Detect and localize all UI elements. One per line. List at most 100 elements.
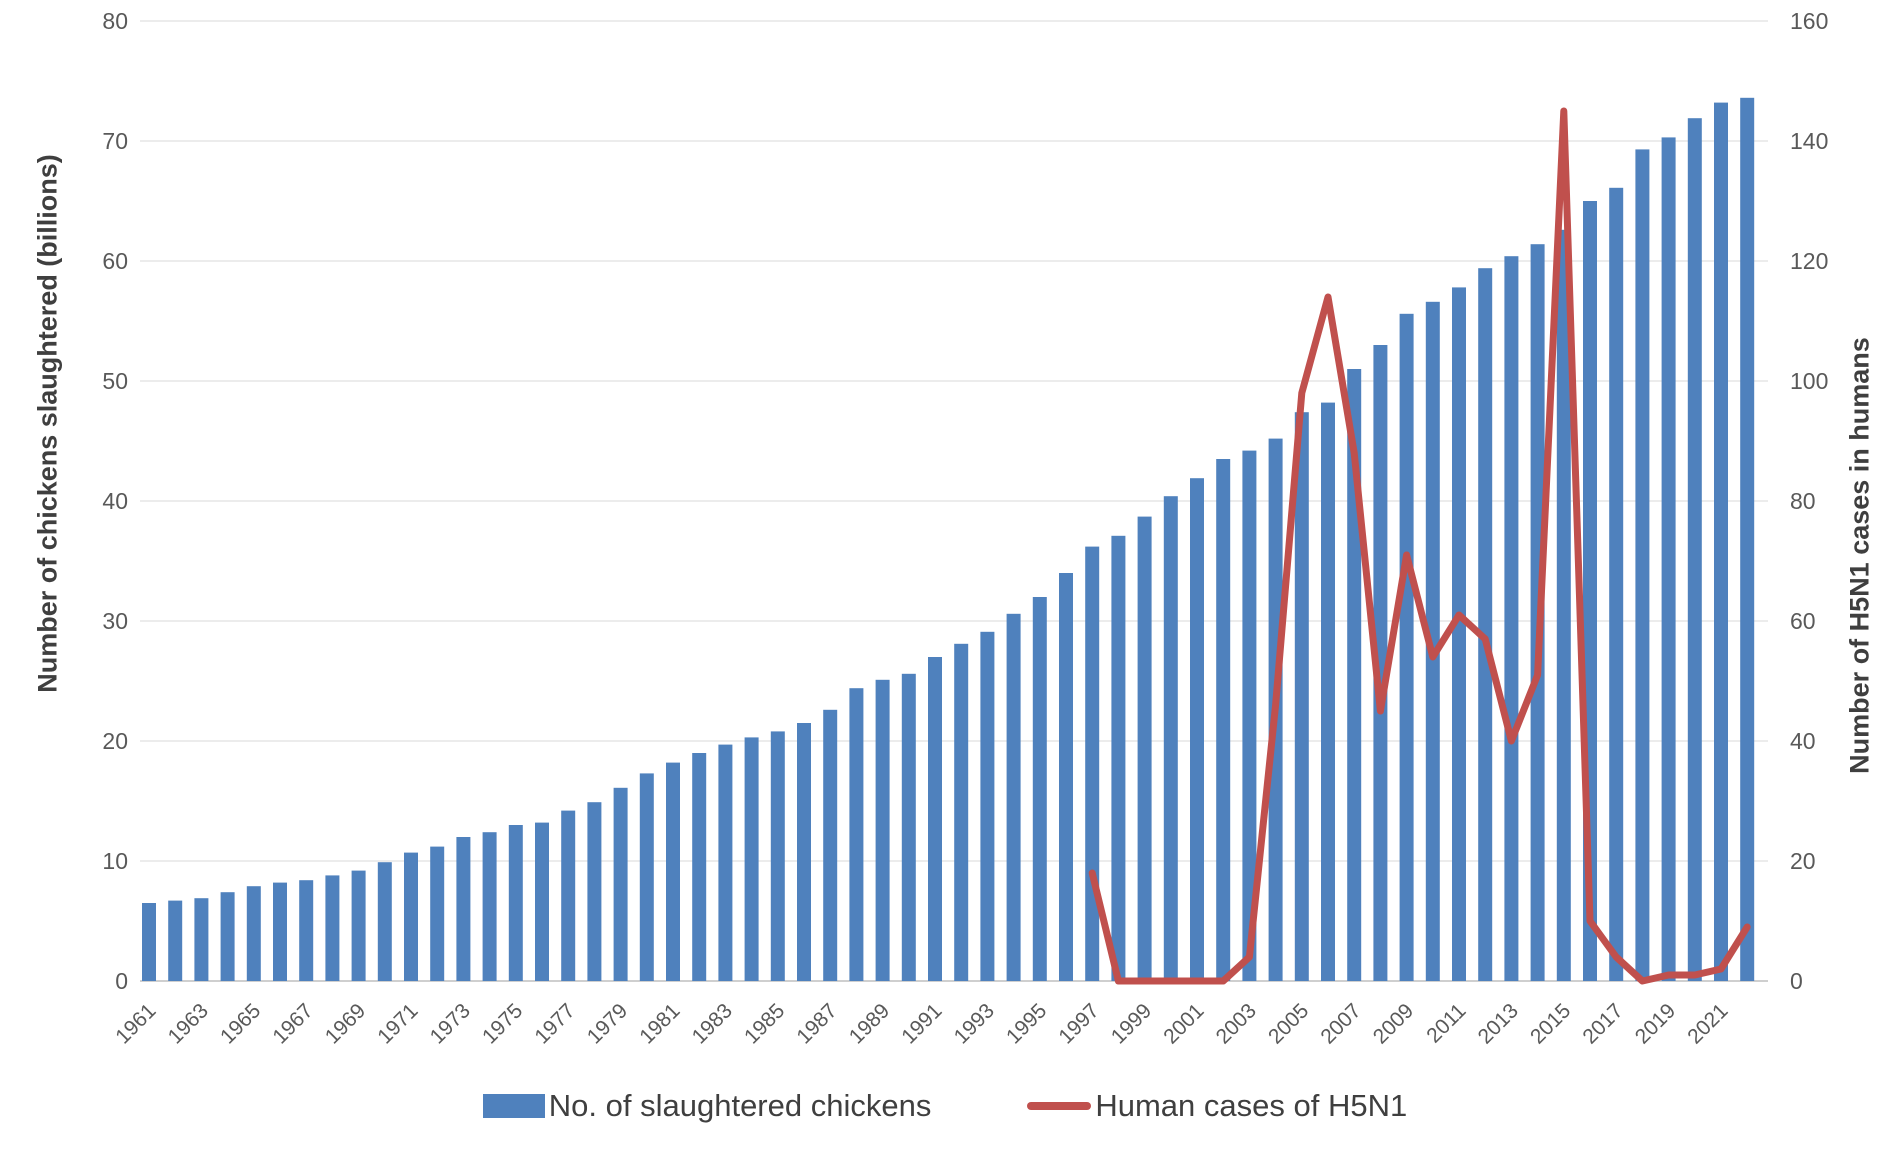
bar-2003 [1242, 450, 1257, 982]
bar-1977 [561, 810, 576, 981]
bar-1985 [770, 731, 785, 981]
x-axis-tick-label: 1977 [530, 999, 579, 1048]
x-axis-tick-label: 2015 [1526, 999, 1575, 1048]
bar-2020 [1687, 118, 1702, 981]
bar-1975 [508, 825, 523, 981]
right-axis-title: Number of H5N1 cases in humans [1844, 337, 1875, 774]
legend-item-slaughtered-chickens: No. of slaughtered chickens [482, 1088, 932, 1124]
x-axis-tick-label: 2017 [1578, 999, 1627, 1048]
bar-1969 [351, 870, 366, 981]
right-axis-tick-label: 60 [1790, 608, 1816, 634]
left-axis-tick-label: 20 [102, 728, 128, 754]
right-axis-tick-label: 140 [1790, 128, 1828, 154]
x-axis-tick-label: 1961 [111, 999, 160, 1048]
x-axis-tick-label: 2003 [1212, 999, 1261, 1048]
x-axis-tick-label: 2019 [1631, 999, 1680, 1048]
right-axis-tick-label: 120 [1790, 248, 1828, 274]
bar-1965 [246, 886, 261, 981]
left-axis-tick-label: 50 [102, 368, 128, 394]
bar-2009 [1399, 313, 1414, 981]
bar-1980 [639, 773, 654, 981]
x-axis-tick-label: 1967 [268, 999, 317, 1048]
x-axis-tick-label: 2021 [1683, 999, 1732, 1048]
bar-1973 [456, 837, 471, 981]
bar-2022 [1740, 97, 1755, 982]
bar-1986 [797, 723, 811, 981]
bar-1962 [168, 900, 183, 981]
bar-1990 [901, 673, 916, 981]
x-axis-tick-label: 2009 [1369, 999, 1418, 1048]
right-axis-tick-label: 40 [1790, 728, 1816, 754]
bar-2012 [1478, 268, 1493, 981]
x-axis-tick-label: 1979 [583, 999, 632, 1048]
bar-1971 [404, 852, 418, 981]
x-axis-tick-label: 1993 [950, 999, 999, 1048]
legend-item-h5n1-cases: Human cases of H5N1 [1027, 1088, 1407, 1124]
bar-1991 [928, 657, 942, 981]
left-axis-tick-label: 70 [102, 128, 128, 154]
bar-1999 [1137, 516, 1152, 981]
bar-1968 [325, 875, 340, 981]
x-axis-tick-label: 1981 [635, 999, 684, 1048]
legend-label: No. of slaughtered chickens [548, 1088, 932, 1123]
h5n1-line [1088, 107, 1751, 985]
x-axis-tick-label: 2011 [1422, 999, 1470, 1047]
left-axis-tick-label: 30 [102, 608, 128, 634]
x-axis-tick-label: 2001 [1159, 999, 1208, 1048]
bar-1961 [142, 903, 156, 981]
bar-1982 [692, 753, 707, 981]
bar-1993 [980, 631, 995, 981]
bar-2017 [1609, 187, 1624, 982]
x-axis-tick-label: 1997 [1054, 999, 1103, 1048]
bar-2010 [1425, 301, 1440, 981]
bar-1984 [744, 737, 759, 981]
bar-1989 [875, 679, 890, 981]
left-axis-tick-label: 0 [115, 968, 128, 994]
bar-1981 [666, 762, 680, 981]
x-axis-tick-label: 1999 [1107, 999, 1156, 1048]
chart-legend: No. of slaughtered chickens Human cases … [0, 1088, 1890, 1124]
x-axis-tick-label: 1995 [1002, 999, 1051, 1048]
right-axis-tick-label: 20 [1790, 848, 1816, 874]
bar-1998 [1111, 535, 1126, 981]
x-axis-tick-label: 1969 [321, 999, 370, 1048]
bar-1978 [587, 802, 602, 981]
bar-2005 [1294, 412, 1309, 981]
bar-1979 [613, 787, 628, 981]
bar-1974 [482, 832, 497, 981]
bar-1992 [954, 643, 969, 981]
x-axis-tick-label: 2007 [1316, 999, 1365, 1048]
x-axis-tick-label: 1973 [426, 999, 475, 1048]
bar-1987 [823, 709, 838, 981]
x-axis-tick-label: 1983 [688, 999, 737, 1048]
bar-1994 [1006, 613, 1021, 981]
x-axis-tick-label: 1971 [373, 999, 422, 1048]
bar-1963 [194, 898, 209, 981]
bar-2001 [1190, 478, 1204, 981]
bar-2019 [1661, 137, 1676, 981]
bar-swatch-icon [482, 1094, 545, 1118]
bar-1976 [535, 822, 549, 981]
bar-1996 [1059, 573, 1073, 981]
right-axis-tick-label: 160 [1790, 8, 1828, 34]
line-swatch-icon [1027, 1102, 1092, 1110]
bar-2008 [1373, 345, 1388, 981]
x-axis-tick-label: 1985 [740, 999, 789, 1048]
bar-2021 [1714, 102, 1728, 982]
bar-1970 [377, 862, 392, 981]
bar-2015 [1556, 229, 1571, 982]
left-axis-title: Number of chickens slaughtered (billions… [32, 154, 63, 693]
bar-1972 [430, 846, 445, 981]
x-axis-tick-label: 1991 [897, 999, 946, 1048]
bar-1988 [849, 688, 864, 981]
right-axis-tick-label: 80 [1790, 488, 1816, 514]
bar-2018 [1635, 149, 1650, 981]
x-axis-tick-label: 1975 [478, 999, 527, 1048]
right-axis-tick-label: 0 [1790, 968, 1803, 994]
x-axis-tick-label: 1965 [216, 999, 265, 1048]
left-axis-tick-label: 60 [102, 248, 128, 274]
x-axis-tick-label: 1989 [845, 999, 894, 1048]
right-axis-tick-label: 100 [1790, 368, 1828, 394]
bar-2000 [1163, 496, 1178, 981]
